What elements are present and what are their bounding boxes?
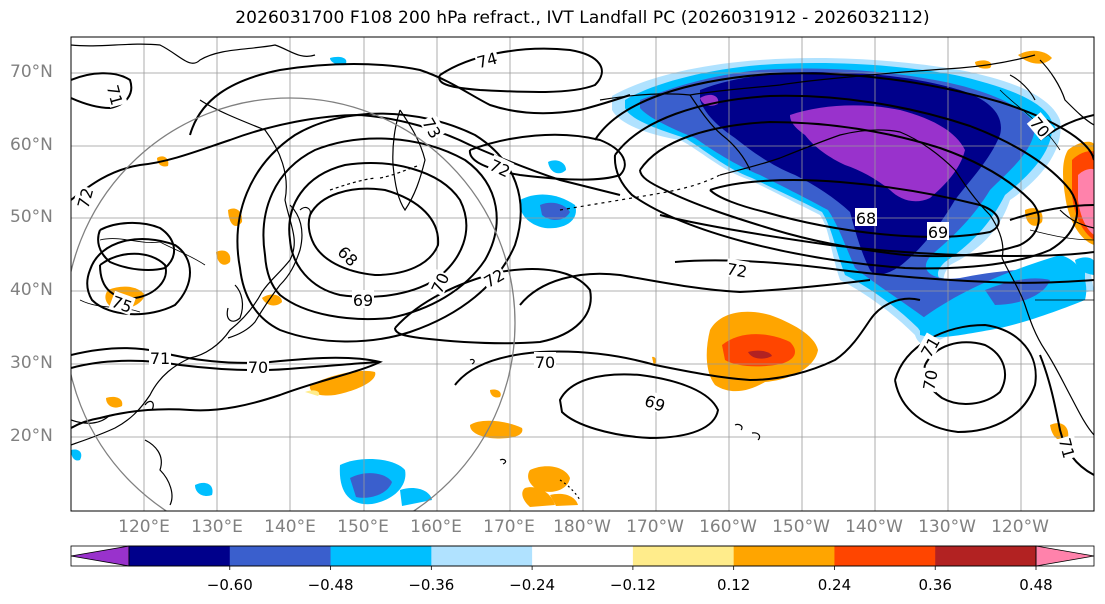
colorbar-extend-min (70, 545, 130, 567)
contour-label: 68 (856, 209, 876, 228)
colorbar-tick-label: −0.24 (509, 576, 556, 594)
latitude-label: 30°N (10, 353, 53, 373)
contour-label: 71 (103, 83, 127, 108)
contour-label-bg (915, 332, 943, 361)
contour-label: 69 (353, 291, 373, 310)
longitude-label: 130°W (918, 517, 976, 537)
refractivity-contours (71, 47, 1094, 476)
colorbar-extend-max (1035, 545, 1095, 567)
colorbar-segment (733, 546, 835, 566)
latitude-label: 70°N (10, 62, 53, 82)
colorbar-segment (532, 546, 634, 566)
graticule (71, 37, 1094, 511)
longitude-label: 180°W (553, 517, 611, 537)
colorbar-segment (834, 546, 936, 566)
contour-label-bg (426, 268, 452, 297)
longitude-label: 160°E (410, 517, 462, 537)
latitude-label: 20°N (10, 426, 53, 446)
longitude-label: 170°W (626, 517, 684, 537)
contour-label-bg (72, 184, 96, 211)
colorbar-segment (229, 546, 332, 566)
latitude-label: 60°N (10, 135, 53, 155)
contour-label-bg (724, 258, 750, 280)
map-title: 2026031700 F108 200 hPa refract., IVT La… (235, 8, 930, 28)
colorbar-tick-label: 0.36 (918, 576, 952, 594)
contour-label-bg (927, 222, 949, 240)
contour-label: 72 (725, 259, 748, 281)
contour-label-bg (104, 81, 128, 108)
colorbar-tick-label: −0.36 (408, 576, 455, 594)
contour-label-bg (1056, 434, 1080, 461)
colorbar-tick-label: 0.12 (716, 576, 751, 594)
contour-label: 70 (535, 353, 555, 372)
contour-label: 70 (919, 368, 941, 391)
longitude-label: 170°E (483, 517, 535, 537)
latitude-label: 50°N (10, 207, 53, 227)
colorbar-tick-label: 0.24 (817, 576, 852, 594)
colorbar-tick-label: −0.48 (307, 576, 354, 594)
contour-label-bg (855, 208, 877, 226)
colorbar-segment (632, 546, 735, 566)
contour-label-bg (352, 290, 374, 308)
colorbar-tick-label: 0.48 (1019, 576, 1053, 594)
contour-label-bg (473, 47, 500, 71)
contour-label: 71 (1055, 436, 1079, 461)
longitude-label: 120°E (118, 517, 170, 537)
colorbar (70, 545, 1095, 570)
contour-label-bg (334, 241, 363, 270)
contour-label-bg (419, 113, 447, 142)
contour-label-bg (486, 154, 515, 180)
ivt-shading (71, 50, 1094, 507)
contour-label: 74 (475, 49, 500, 73)
longitude-label: 130°E (191, 517, 243, 537)
contour-label: 69 (928, 223, 948, 242)
colorbar-segment (330, 546, 432, 566)
longitude-label: 160°W (699, 517, 757, 537)
contour-labels: 7471727372727175686970727070696869727170… (72, 47, 1080, 461)
contour-label-bg (918, 367, 940, 393)
colorbar-tick-label: −0.12 (609, 576, 656, 594)
contour-label: 71 (150, 349, 170, 368)
longitude-label: 150°E (337, 517, 389, 537)
contour-label: 72 (74, 186, 98, 211)
contour-label-bg (479, 263, 508, 291)
colorbar-segment (129, 546, 231, 566)
contour-label-bg (641, 389, 669, 415)
contour-label-bg (149, 348, 171, 366)
longitude-label: 120°W (991, 517, 1049, 537)
latitude-label: 40°N (10, 280, 53, 300)
colorbar-tick-label: −0.60 (206, 576, 253, 594)
landfall-region-circle (71, 97, 516, 511)
contour-label-bg (534, 352, 556, 370)
contour-label-bg (1026, 112, 1055, 141)
longitude-label: 140°E (264, 517, 316, 537)
longitude-label: 140°W (845, 517, 903, 537)
colorbar-segment (935, 546, 1037, 566)
contour-label: 70 (248, 358, 268, 377)
contour-label-bg (247, 357, 269, 375)
longitude-label: 150°W (772, 517, 830, 537)
contour-label-bg (108, 290, 136, 316)
colorbar-segment (431, 546, 533, 566)
